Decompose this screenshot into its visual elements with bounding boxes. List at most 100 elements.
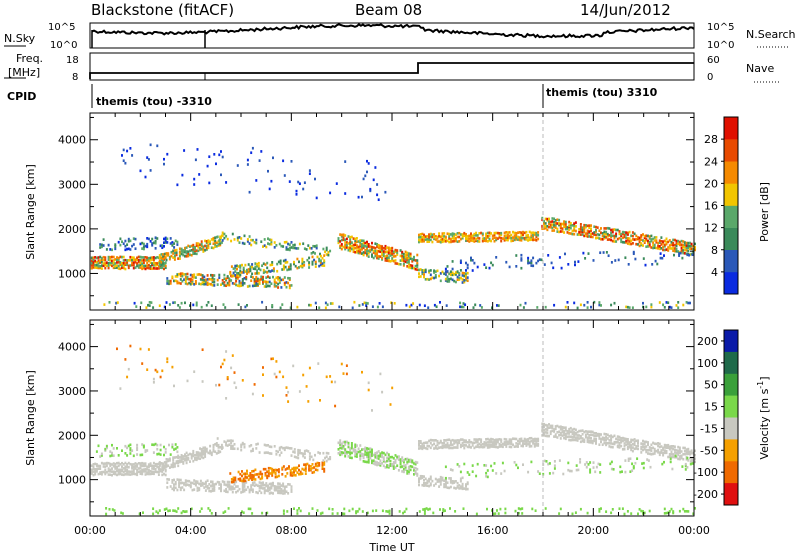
echo-cell <box>308 303 311 307</box>
echo-cell <box>443 485 446 489</box>
echo-cell <box>474 303 477 307</box>
echo-cell <box>431 439 434 442</box>
echo-cell <box>90 464 93 468</box>
echo-cell <box>527 235 530 239</box>
echo-cell <box>497 304 500 307</box>
echo-cell <box>454 446 457 449</box>
echo-cell <box>186 272 189 276</box>
echo-cell <box>387 251 390 255</box>
echo-cell <box>270 179 273 183</box>
echo-cell <box>371 248 373 251</box>
echo-cell <box>613 440 616 444</box>
echo-cell <box>653 243 656 247</box>
echo-cell <box>129 239 132 243</box>
echo-cell <box>657 451 660 454</box>
echo-cell <box>399 254 402 258</box>
echo-cell <box>240 281 243 285</box>
echo-cell <box>184 254 186 258</box>
echo-cell <box>611 508 614 511</box>
station-title: Blackstone (fitACF) <box>91 1 234 19</box>
echo-cell <box>611 228 614 232</box>
echo-cell <box>605 510 608 514</box>
echo-cell <box>337 237 340 240</box>
echo-cell <box>655 241 658 244</box>
echo-cell <box>105 507 108 510</box>
echo-cell <box>159 244 162 248</box>
echo-cell <box>377 257 380 260</box>
echo-cell <box>109 248 112 251</box>
echo-cell <box>132 261 135 264</box>
echo-cell <box>212 238 215 242</box>
echo-cell <box>428 477 431 481</box>
echo-cell <box>406 472 409 475</box>
echo-cell <box>137 266 140 269</box>
echo-cell <box>418 444 420 447</box>
echo-cell <box>406 460 409 464</box>
echo-cell <box>273 488 276 492</box>
echo-cell <box>268 238 271 242</box>
echo-cell <box>262 282 264 285</box>
colorbar-tick-label: -15 <box>700 422 718 435</box>
echo-cell <box>463 444 466 447</box>
echo-cell <box>249 267 252 271</box>
echo-cell <box>278 448 281 452</box>
echo-cell <box>168 257 171 261</box>
echo-cell <box>243 481 246 485</box>
echo-cell <box>236 236 239 240</box>
echo-cell <box>258 282 261 285</box>
echo-cell <box>407 472 410 475</box>
echo-cell <box>173 448 176 451</box>
echo-cell <box>271 474 274 477</box>
echo-cell <box>409 257 412 260</box>
echo-cell <box>544 507 547 510</box>
echo-cell <box>456 235 459 239</box>
echo-cell <box>221 239 224 242</box>
echo-cell <box>209 452 212 455</box>
echo-cell <box>662 446 665 450</box>
echo-cell <box>246 285 249 288</box>
echo-cell <box>596 226 599 229</box>
echo-cell <box>129 344 132 348</box>
echo-cell <box>473 240 476 243</box>
echo-cell <box>601 438 604 441</box>
echo-cell <box>543 459 546 463</box>
echo-cell <box>104 258 107 262</box>
echo-cell <box>459 485 462 488</box>
echo-cell <box>630 512 633 515</box>
nave-tick-bottom: 0 <box>707 72 713 83</box>
echo-cell <box>262 366 264 369</box>
echo-cell <box>619 465 622 469</box>
echo-cell <box>127 247 130 251</box>
echo-cell <box>339 240 342 243</box>
echo-cell <box>626 445 629 449</box>
echo-cell <box>535 437 538 441</box>
echo-cell <box>694 507 696 510</box>
echo-cell <box>660 236 663 239</box>
echo-cell <box>391 463 394 466</box>
echo-cell <box>631 242 634 245</box>
echo-cell <box>137 255 140 259</box>
echo-cell <box>643 440 646 444</box>
echo-cell <box>178 456 181 459</box>
echo-cell <box>246 304 248 307</box>
echo-cell <box>149 462 152 465</box>
echo-cell <box>318 306 321 310</box>
echo-cell <box>391 386 394 390</box>
echo-cell <box>357 251 360 255</box>
echo-cell <box>397 458 400 461</box>
echo-cell <box>187 254 190 258</box>
echo-cell <box>650 234 653 238</box>
echo-cell <box>301 262 304 265</box>
echo-cell <box>197 242 200 245</box>
echo-cell <box>254 267 257 271</box>
echo-cell <box>462 507 465 511</box>
echo-cell <box>164 469 167 473</box>
echo-cell <box>610 434 613 438</box>
echo-cell <box>530 234 533 237</box>
echo-cell <box>643 442 646 446</box>
echo-cell <box>180 250 183 253</box>
echo-cell <box>356 510 359 513</box>
echo-cell <box>121 468 123 471</box>
echo-cell <box>500 236 503 240</box>
echo-cell <box>684 468 687 471</box>
